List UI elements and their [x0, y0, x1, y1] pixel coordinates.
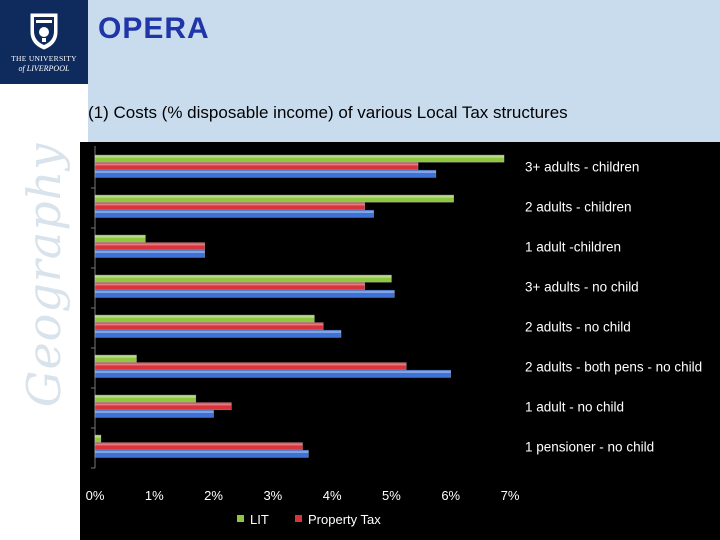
- bar-property-tax: [94, 402, 232, 411]
- category-label: 2 adults - both pens - no child: [525, 360, 702, 375]
- bar-series-3: [94, 329, 342, 338]
- bar-highlight: [95, 291, 395, 293]
- x-tick-label: 1%: [145, 488, 164, 503]
- category-label: 1 adult - no child: [525, 400, 624, 415]
- bar-highlight: [95, 395, 196, 398]
- legend-label: Property Tax: [308, 512, 381, 527]
- bar-property-tax: [94, 282, 366, 291]
- page-title: OPERA: [98, 12, 210, 45]
- category-label: 2 adults - children: [525, 200, 632, 215]
- bar-highlight: [95, 235, 146, 238]
- bar-series-3: [94, 209, 374, 218]
- bar-lit: [94, 394, 197, 403]
- x-tick-label: 7%: [501, 488, 520, 503]
- bar-series-3: [94, 249, 205, 258]
- x-tick-label: 0%: [86, 488, 105, 503]
- x-tick-label: 3%: [263, 488, 282, 503]
- bar-highlight: [95, 371, 451, 373]
- bar-lit: [94, 354, 137, 363]
- bar-property-tax: [94, 442, 303, 451]
- bar-property-tax: [94, 242, 205, 251]
- plot-area: 3+ adults - children 2 adults - children 1…: [86, 146, 702, 527]
- bar-highlight: [95, 363, 407, 366]
- bar-highlight: [95, 155, 505, 158]
- bar-series-3: [94, 449, 309, 458]
- x-tick-label: 5%: [382, 488, 401, 503]
- bar-highlight: [95, 171, 436, 173]
- bar-property-tax: [94, 162, 419, 171]
- bar-highlight: [95, 435, 101, 438]
- university-name-line2: of LIVERPOOL: [18, 64, 70, 73]
- bar-lit: [94, 314, 315, 323]
- university-name-line1: THE UNIVERSITY: [11, 54, 77, 63]
- bar-property-tax: [94, 322, 324, 331]
- bar-lit: [94, 234, 146, 243]
- bar-highlight: [95, 211, 374, 213]
- bar-highlight: [95, 251, 205, 253]
- category-label: 2 adults - no child: [525, 320, 631, 335]
- legend-label: LIT: [250, 512, 269, 527]
- chart-title: (1) Costs (% disposable income) of vario…: [88, 103, 568, 122]
- sidebar-panel: THE UNIVERSITY of LIVERPOOL Geography: [0, 0, 88, 540]
- bar-highlight: [95, 243, 205, 246]
- bar-property-tax: [94, 202, 366, 211]
- bar-series-3: [94, 289, 395, 298]
- bar-highlight: [95, 323, 324, 326]
- bar-property-tax: [94, 362, 407, 371]
- category-label: 1 adult -children: [525, 240, 621, 255]
- category-label: 3+ adults - no child: [525, 280, 639, 295]
- bar-series-3: [94, 409, 214, 418]
- bar-highlight: [95, 443, 303, 446]
- bar-highlight: [95, 275, 392, 278]
- legend-swatch: [237, 515, 244, 522]
- category-label: 3+ adults - children: [525, 160, 639, 175]
- bar-lit: [94, 194, 454, 203]
- university-crest-icon: [30, 13, 58, 50]
- bar-highlight: [95, 355, 137, 358]
- bar-highlight: [95, 163, 419, 166]
- legend-swatch: [295, 515, 302, 522]
- bar-highlight: [95, 195, 454, 198]
- bar-highlight: [95, 315, 315, 318]
- x-tick-label: 4%: [323, 488, 342, 503]
- bar-series-3: [94, 369, 452, 378]
- bar-lit: [94, 274, 392, 283]
- bar-highlight: [95, 331, 342, 333]
- bar-highlight: [95, 411, 214, 413]
- x-tick-label: 2%: [204, 488, 223, 503]
- bar-series-3: [94, 169, 437, 178]
- bar-highlight: [95, 283, 365, 286]
- category-label: 1 pensioner - no child: [525, 440, 654, 455]
- bar-highlight: [95, 451, 309, 453]
- university-logo: THE UNIVERSITY of LIVERPOOL: [0, 0, 88, 84]
- geography-vertical-wordmark: Geography: [17, 142, 71, 408]
- bar-chart: 3+ adults - children 2 adults - children 1…: [80, 142, 720, 540]
- bar-highlight: [95, 203, 365, 206]
- bar-highlight: [95, 403, 232, 406]
- x-tick-label: 6%: [441, 488, 460, 503]
- bar-lit: [94, 434, 102, 443]
- bar-lit: [94, 154, 505, 163]
